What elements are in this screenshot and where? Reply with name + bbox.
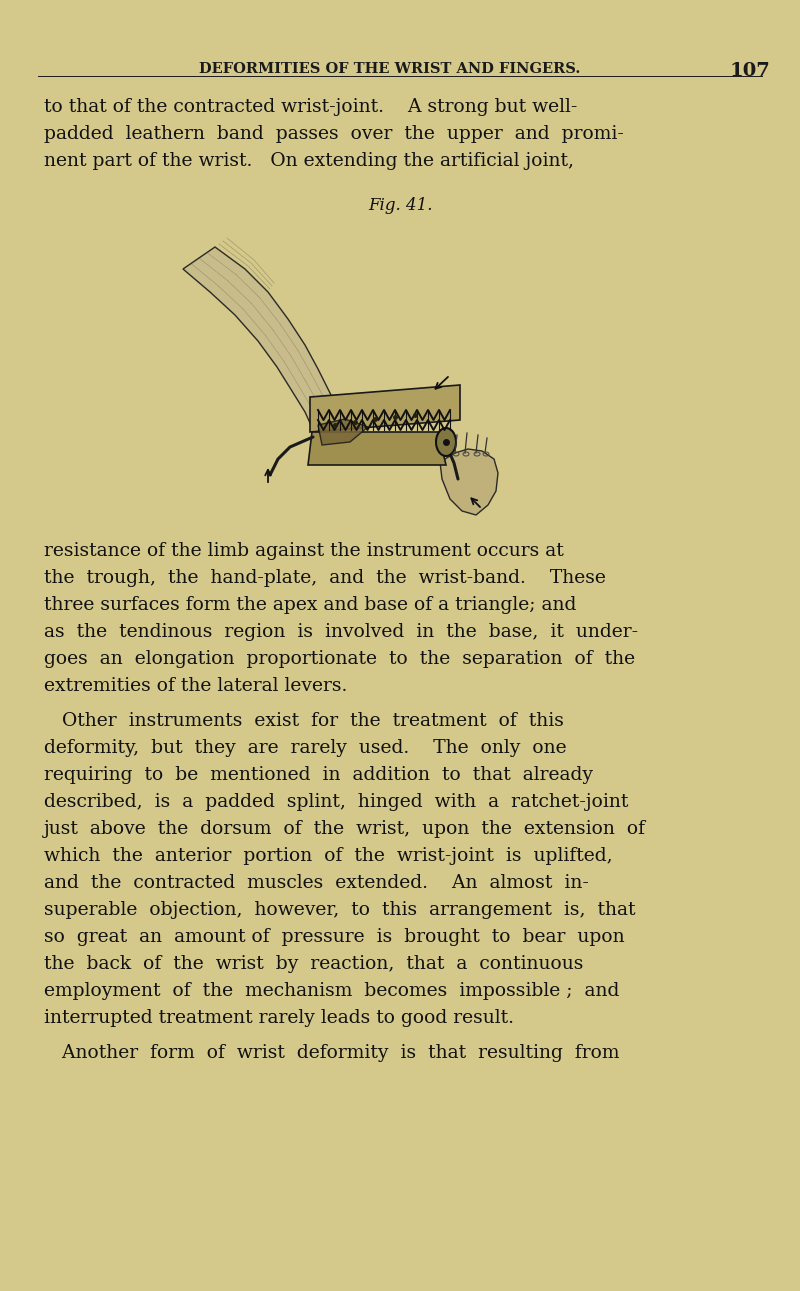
Text: the  back  of  the  wrist  by  reaction,  that  a  continuous: the back of the wrist by reaction, that …	[44, 955, 583, 973]
Text: 107: 107	[730, 62, 770, 80]
Text: the  trough,  the  hand-plate,  and  the  wrist-band.    These: the trough, the hand-plate, and the wris…	[44, 569, 606, 587]
Text: to that of the contracted wrist-joint.    A strong but well-: to that of the contracted wrist-joint. A…	[44, 98, 578, 116]
Polygon shape	[318, 420, 368, 445]
Text: interrupted treatment rarely leads to good result.: interrupted treatment rarely leads to go…	[44, 1010, 514, 1028]
Polygon shape	[310, 385, 460, 432]
Text: employment  of  the  mechanism  becomes  impossible ;  and: employment of the mechanism becomes impo…	[44, 982, 619, 1001]
Text: extremities of the lateral levers.: extremities of the lateral levers.	[44, 676, 347, 695]
Polygon shape	[183, 247, 338, 434]
Text: Another  form  of  wrist  deformity  is  that  resulting  from: Another form of wrist deformity is that …	[44, 1044, 619, 1062]
Polygon shape	[308, 432, 446, 465]
Text: deformity,  but  they  are  rarely  used.    The  only  one: deformity, but they are rarely used. The…	[44, 738, 566, 757]
Text: described,  is  a  padded  splint,  hinged  with  a  ratchet-joint: described, is a padded splint, hinged wi…	[44, 793, 628, 811]
Text: three surfaces form the apex and base of a triangle; and: three surfaces form the apex and base of…	[44, 596, 576, 615]
Text: superable  objection,  however,  to  this  arrangement  is,  that: superable objection, however, to this ar…	[44, 901, 635, 919]
Polygon shape	[440, 449, 498, 515]
Text: Other  instruments  exist  for  the  treatment  of  this: Other instruments exist for the treatmen…	[44, 713, 564, 729]
Text: and  the  contracted  muscles  extended.    An  almost  in-: and the contracted muscles extended. An …	[44, 874, 589, 892]
Text: DEFORMITIES OF THE WRIST AND FINGERS.: DEFORMITIES OF THE WRIST AND FINGERS.	[199, 62, 581, 76]
Text: requiring  to  be  mentioned  in  addition  to  that  already: requiring to be mentioned in addition to…	[44, 766, 593, 784]
Text: resistance of the limb against the instrument occurs at: resistance of the limb against the instr…	[44, 542, 564, 560]
Text: so  great  an  amount of  pressure  is  brought  to  bear  upon: so great an amount of pressure is brough…	[44, 928, 625, 946]
Text: padded  leathern  band  passes  over  the  upper  and  promi-: padded leathern band passes over the upp…	[44, 125, 624, 143]
Text: just  above  the  dorsum  of  the  wrist,  upon  the  extension  of: just above the dorsum of the wrist, upon…	[44, 820, 646, 838]
Text: goes  an  elongation  proportionate  to  the  separation  of  the: goes an elongation proportionate to the …	[44, 649, 635, 667]
Text: Fig. 41.: Fig. 41.	[368, 198, 432, 214]
Text: which  the  anterior  portion  of  the  wrist-joint  is  uplifted,: which the anterior portion of the wrist-…	[44, 847, 613, 865]
Text: nent part of the wrist.   On extending the artificial joint,: nent part of the wrist. On extending the…	[44, 152, 574, 170]
Text: as  the  tendinous  region  is  involved  in  the  base,  it  under-: as the tendinous region is involved in t…	[44, 624, 638, 642]
Ellipse shape	[436, 429, 456, 456]
